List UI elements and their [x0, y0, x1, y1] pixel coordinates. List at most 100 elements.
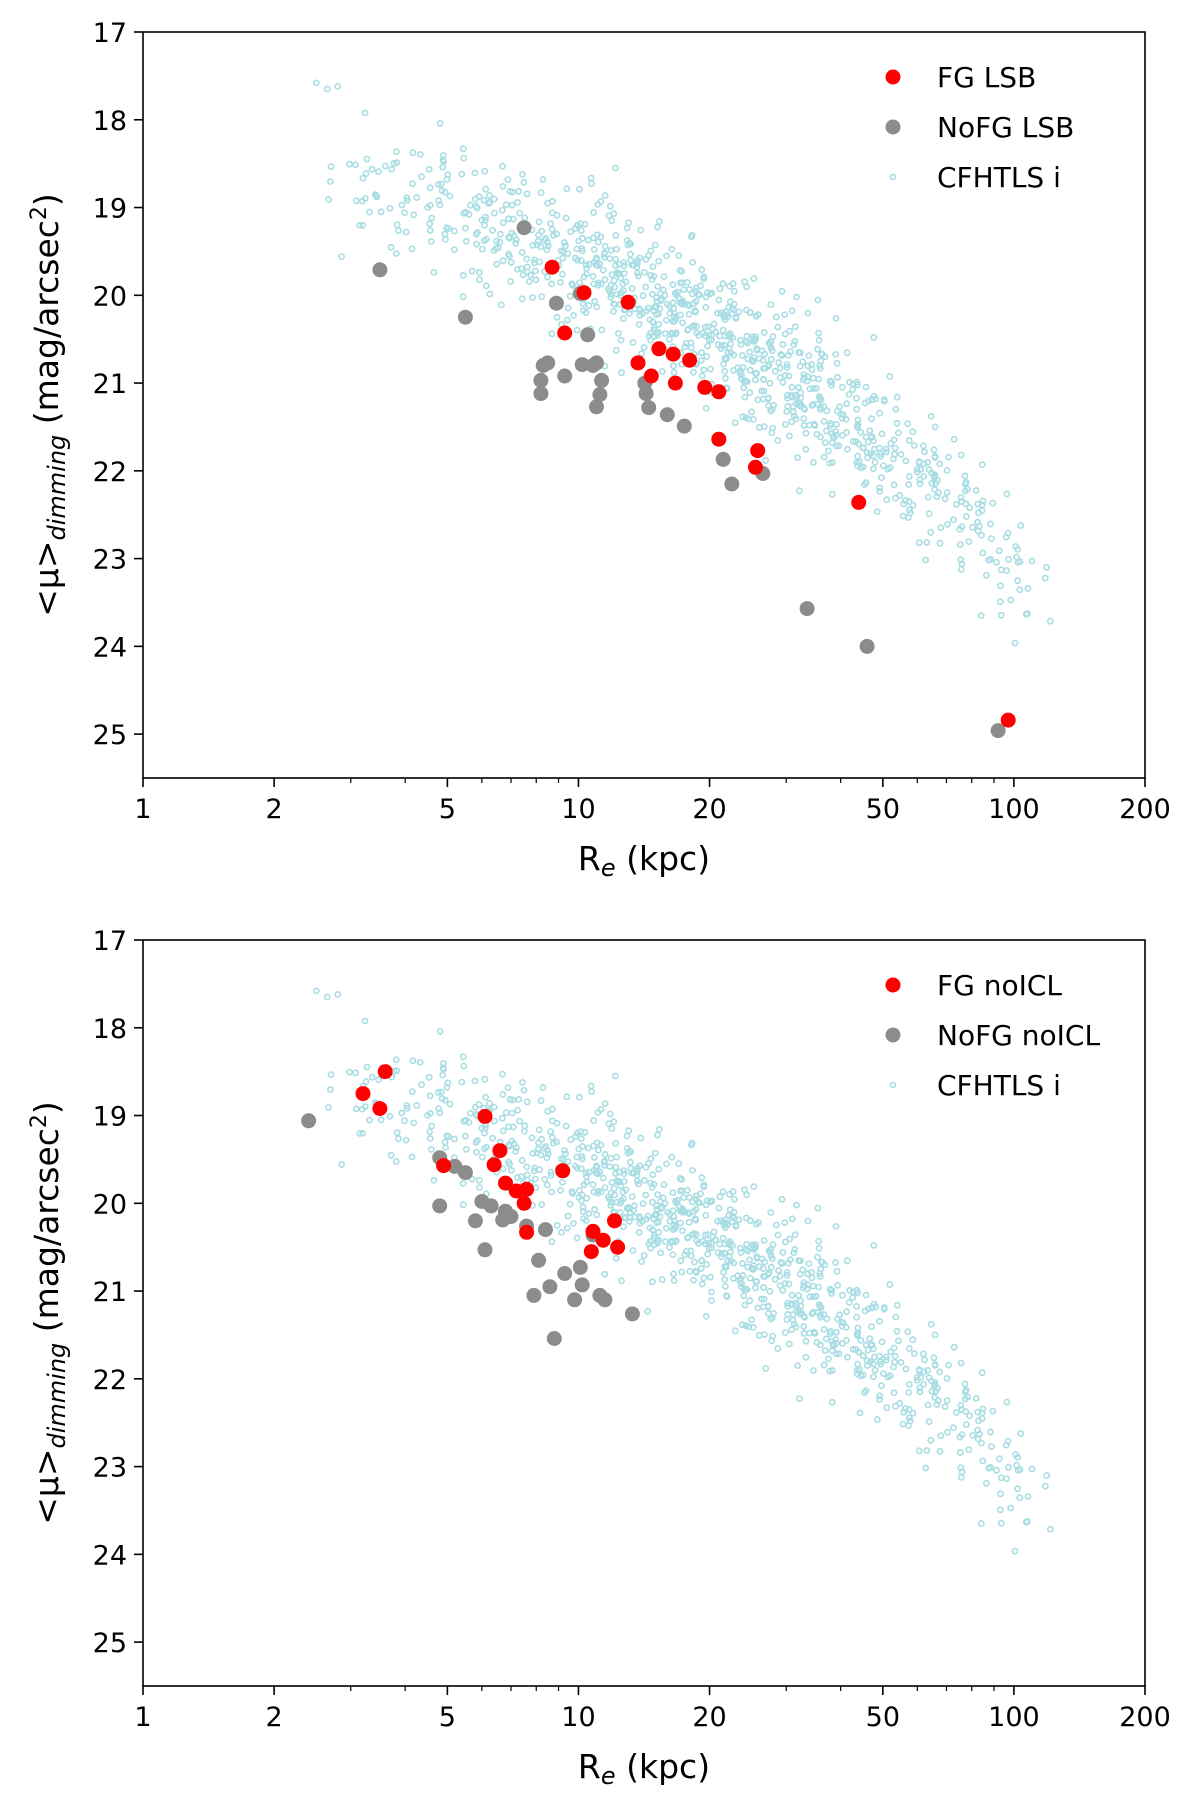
cfhtls-point: [557, 278, 564, 286]
cfhtls-point: [587, 1082, 595, 1090]
x-axis: 1 2 5 10 20 50 100 200: [134, 778, 1171, 825]
cfhtls-point: [704, 1250, 711, 1258]
data-point: [572, 1259, 588, 1275]
cfhtls-point: [402, 1136, 410, 1144]
cfhtls-point: [606, 202, 614, 210]
cfhtls-point: [775, 359, 782, 366]
x-tick-label: 1: [134, 1702, 151, 1733]
cfhtls-point: [810, 1293, 817, 1300]
cfhtls-point: [569, 1189, 576, 1197]
data-point: [682, 352, 698, 368]
cfhtls-point: [434, 181, 442, 188]
cfhtls-point: [859, 1352, 867, 1360]
cfhtls-point: [547, 1128, 554, 1135]
cfhtls-point: [573, 245, 581, 253]
cfhtls-point: [443, 175, 451, 183]
cfhtls-point: [754, 311, 762, 318]
cfhtls-point: [859, 444, 867, 452]
cfhtls-point: [932, 1387, 940, 1395]
cfhtls-point: [742, 338, 750, 345]
cfhtls-point: [499, 257, 507, 265]
cfhtls-point: [654, 223, 661, 231]
cfhtls-point: [843, 349, 851, 357]
cfhtls-point: [677, 311, 684, 319]
cfhtls-point: [776, 374, 784, 381]
cfhtls-point: [325, 195, 332, 203]
cfhtls-point: [617, 289, 625, 297]
cfhtls-point: [931, 486, 939, 493]
cfhtls-point: [509, 1096, 516, 1104]
cfhtls-point: [886, 373, 894, 380]
x-tick-label: 50: [866, 1702, 900, 1733]
cfhtls-point: [601, 1157, 608, 1165]
cfhtls-point: [923, 1447, 931, 1454]
cfhtls-point: [443, 1132, 451, 1140]
cfhtls-point: [746, 1256, 753, 1264]
data-point: [638, 386, 654, 402]
cfhtls-point: [436, 119, 444, 127]
cfhtls-point: [791, 337, 799, 345]
cfhtls-point: [655, 320, 662, 328]
cfhtls-point: [790, 1249, 798, 1256]
cfhtls-point: [520, 1086, 528, 1094]
cfhtls-point: [645, 1240, 653, 1248]
cfhtls-point: [516, 209, 523, 217]
cfhtls-point: [468, 1175, 476, 1183]
cfhtls-point: [805, 352, 813, 359]
cfhtls-point: [649, 263, 657, 270]
cfhtls-point: [489, 226, 496, 234]
cfhtls-point: [550, 1140, 557, 1147]
cfhtls-point: [474, 1137, 481, 1144]
cfhtls-point: [655, 1165, 663, 1173]
cfhtls-point: [820, 1361, 828, 1369]
cfhtls-point: [826, 1285, 834, 1293]
data-point: [557, 1266, 573, 1281]
legend-label: CFHTLS i: [937, 1069, 1061, 1102]
legend-marker: [885, 69, 901, 85]
cfhtls-point: [359, 221, 367, 229]
cfhtls-point: [815, 336, 823, 344]
cfhtls-point: [836, 403, 843, 411]
cfhtls-point: [700, 1274, 708, 1282]
cfhtls-point: [505, 1158, 512, 1166]
cfhtls-point: [945, 1361, 952, 1369]
cfhtls-point: [687, 1252, 695, 1260]
cfhtls-point: [931, 1331, 939, 1339]
cfhtls-point: [553, 313, 561, 321]
cfhtls-point: [681, 1251, 689, 1259]
cfhtls-point: [518, 1173, 525, 1180]
cfhtls-point: [416, 150, 424, 158]
cfhtls-point: [637, 1134, 645, 1142]
cfhtls-point: [786, 327, 793, 335]
cfhtls-point: [952, 501, 960, 508]
data-point: [589, 399, 604, 415]
cfhtls-point: [853, 1330, 861, 1338]
cfhtls-point: [590, 1154, 598, 1161]
cfhtls-point: [687, 344, 695, 352]
cfhtls-point: [722, 1263, 730, 1271]
cfhtls-point: [987, 1428, 994, 1436]
cfhtls-point: [612, 164, 619, 172]
cfhtls-point: [523, 190, 531, 198]
cfhtls-point: [573, 1153, 581, 1161]
cfhtls-point: [720, 360, 727, 368]
cfhtls-point: [629, 1247, 637, 1254]
cfhtls-point: [619, 1188, 627, 1196]
cfhtls-point: [937, 524, 945, 531]
cfhtls-point: [778, 287, 786, 295]
cfhtls-point: [647, 247, 655, 255]
cfhtls-point: [613, 245, 620, 253]
cfhtls-point: [663, 316, 670, 324]
cfhtls-point: [989, 1407, 997, 1415]
cfhtls-point: [905, 437, 913, 444]
cfhtls-point: [804, 1217, 812, 1225]
cfhtls-point: [892, 405, 900, 413]
cfhtls-point: [571, 254, 579, 262]
cfhtls-point: [615, 329, 622, 337]
data-point: [531, 1252, 547, 1268]
cfhtls-point: [820, 1326, 828, 1333]
cfhtls-point: [631, 305, 639, 313]
cfhtls-point: [882, 448, 890, 456]
cfhtls-point: [823, 407, 831, 415]
cfhtls-point: [904, 1328, 912, 1336]
